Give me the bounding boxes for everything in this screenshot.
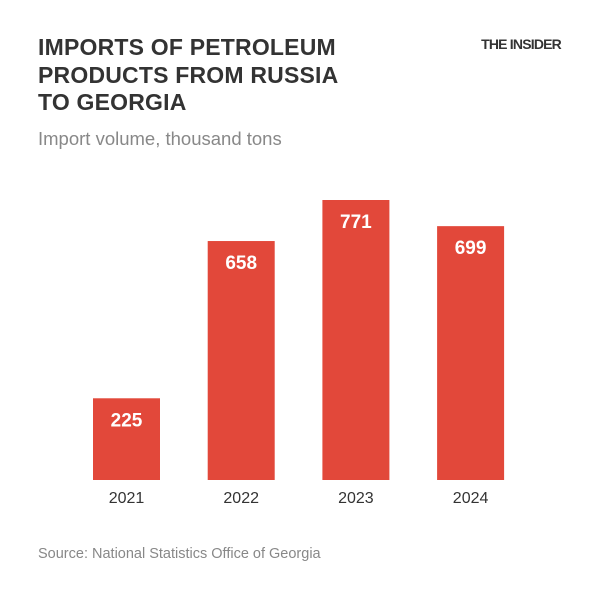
bar-2021 bbox=[93, 398, 160, 480]
x-tick-label-2024: 2024 bbox=[453, 490, 489, 507]
bar-2022 bbox=[207, 241, 275, 480]
chart-title: IMPORTS OF PETROLEUM PRODUCTS FROM RUSSI… bbox=[38, 34, 418, 117]
x-tick-label-2023: 2023 bbox=[338, 490, 374, 507]
bar-2023 bbox=[322, 200, 390, 480]
data-label-2022: 658 bbox=[225, 253, 257, 274]
title-line-1: IMPORTS OF PETROLEUM bbox=[38, 34, 336, 60]
title-line-3: TO GEORGIA bbox=[38, 89, 187, 115]
x-tick-label-2021: 2021 bbox=[109, 490, 145, 507]
source-note: Source: National Statistics Office of Ge… bbox=[38, 546, 321, 562]
data-label-2023: 771 bbox=[340, 212, 372, 233]
data-label-2021: 225 bbox=[111, 410, 143, 431]
bar-2024 bbox=[437, 226, 505, 480]
the-insider-logo: THE INSIDER bbox=[481, 36, 562, 52]
title-line-2: PRODUCTS FROM RUSSIA bbox=[38, 61, 339, 88]
x-tick-label-2022: 2022 bbox=[223, 490, 259, 507]
chart-subtitle: Import volume, thousand tons bbox=[38, 128, 282, 149]
data-label-2024: 699 bbox=[455, 238, 487, 259]
